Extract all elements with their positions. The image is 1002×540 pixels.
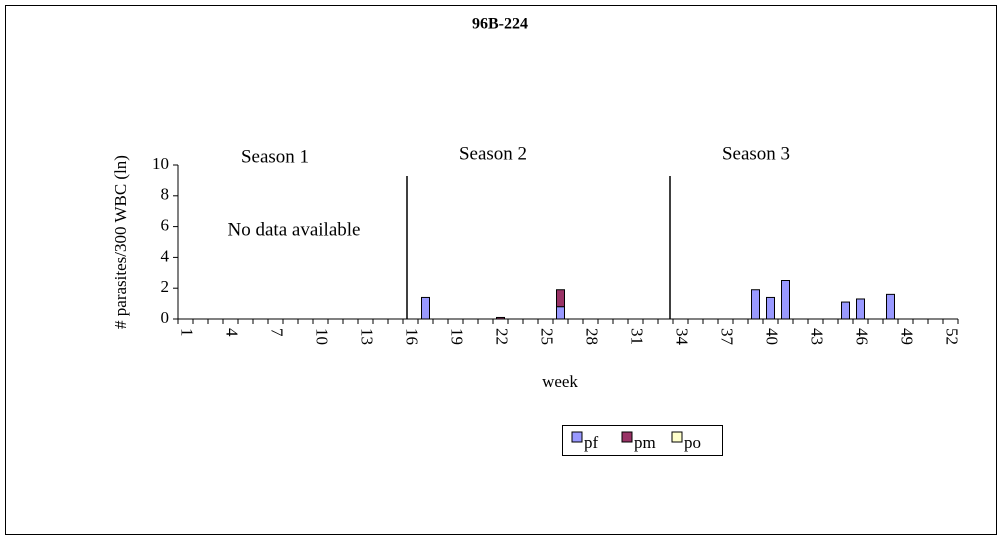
bar <box>856 298 865 320</box>
legend-label: pm <box>634 433 656 452</box>
bar <box>556 306 565 320</box>
x-tick-label: 28 <box>583 328 602 345</box>
bar <box>751 289 760 320</box>
legend-swatch <box>571 431 583 443</box>
x-tick-label: 22 <box>493 328 512 345</box>
annotation: Season 1 <box>241 146 309 167</box>
legend-swatch <box>621 431 633 443</box>
y-tick-label: 10 <box>152 154 169 173</box>
x-tick-label: 7 <box>268 328 287 337</box>
chart-title: 96B-224 <box>472 16 528 33</box>
annotation: No data available <box>228 219 361 240</box>
bar <box>556 289 565 308</box>
y-tick-label: 2 <box>161 277 170 296</box>
bar <box>886 293 895 320</box>
bar <box>496 316 505 320</box>
bar <box>766 296 775 320</box>
y-axis-label: # parasites/300 WBC (ln) <box>111 155 130 329</box>
legend-swatch <box>671 431 683 443</box>
x-tick-label: 37 <box>718 328 737 346</box>
x-tick-label: 34 <box>673 328 692 346</box>
y-tick-label: 6 <box>161 216 170 235</box>
legend-box <box>562 425 723 456</box>
x-tick-label: 13 <box>358 328 377 345</box>
x-tick-label: 49 <box>898 328 917 345</box>
x-tick-label: 52 <box>943 328 962 345</box>
annotation: Season 3 <box>722 143 790 164</box>
y-tick-label: 8 <box>161 185 170 204</box>
x-tick-label: 1 <box>178 328 197 337</box>
y-tick-label: 4 <box>161 246 170 265</box>
legend-label: pf <box>584 433 599 452</box>
x-tick-label: 25 <box>538 328 557 345</box>
x-tick-label: 43 <box>808 328 827 345</box>
annotation: Season 2 <box>459 143 527 164</box>
x-tick-label: 16 <box>403 328 422 345</box>
chart-frame <box>5 5 997 535</box>
x-axis-label: week <box>542 372 578 391</box>
bar <box>841 301 850 320</box>
x-tick-label: 40 <box>763 328 782 345</box>
x-tick-label: 4 <box>223 328 242 337</box>
legend-label: po <box>684 433 701 452</box>
x-tick-label: 46 <box>853 328 872 345</box>
y-tick-label: 0 <box>161 308 170 327</box>
x-tick-label: 19 <box>448 328 467 345</box>
x-tick-label: 31 <box>628 328 647 345</box>
bar <box>781 280 790 320</box>
x-tick-label: 10 <box>313 328 332 345</box>
bar <box>421 296 430 320</box>
